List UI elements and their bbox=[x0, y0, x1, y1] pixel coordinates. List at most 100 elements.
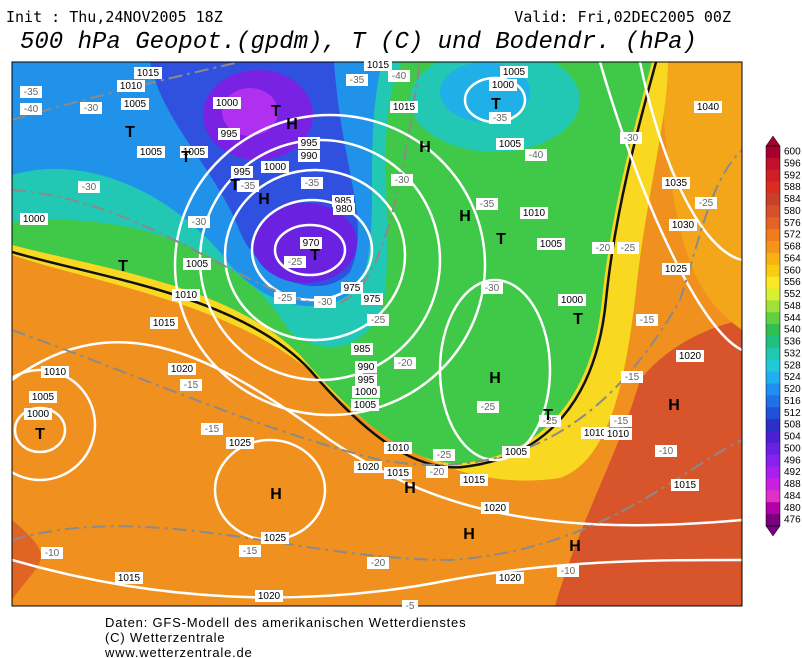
isobar-label: 985 bbox=[335, 196, 352, 207]
isobar bbox=[12, 341, 742, 527]
colorbar-label: 536 bbox=[784, 337, 801, 348]
temperature-label-box bbox=[388, 70, 410, 82]
isobar-label-box bbox=[662, 263, 690, 275]
isobar-label: 1010 bbox=[387, 443, 410, 454]
isobar-label: 1010 bbox=[584, 428, 607, 439]
isobar-label-box bbox=[352, 386, 380, 398]
isobar-label: 975 bbox=[344, 283, 361, 294]
footer-line: www.wetterzentrale.de bbox=[104, 645, 253, 658]
isobar-label-box bbox=[351, 399, 379, 411]
isobar-label-box bbox=[298, 150, 320, 162]
colorbar-cell bbox=[766, 217, 780, 230]
isobar-label-box bbox=[137, 146, 165, 158]
temperature-label: -35 bbox=[241, 181, 256, 192]
colorbar-cell bbox=[766, 241, 780, 254]
temperature-label: -20 bbox=[371, 558, 386, 569]
isobar-label-box bbox=[261, 532, 289, 544]
isobar-label-box bbox=[354, 461, 382, 473]
colorbar-cell bbox=[766, 383, 780, 396]
pressure-center: H bbox=[463, 526, 475, 543]
isobar-label-box bbox=[29, 391, 57, 403]
isobar-label: 985 bbox=[354, 344, 371, 355]
temperature-label-box bbox=[284, 256, 306, 268]
pressure-center: H bbox=[489, 370, 501, 387]
temperature-label: -25 bbox=[699, 198, 714, 209]
colorbar-cell bbox=[766, 324, 780, 337]
temperature-label: -15 bbox=[205, 424, 220, 435]
isobar-label-box bbox=[489, 79, 517, 91]
temperature-label: -10 bbox=[561, 566, 576, 577]
pressure-center: H bbox=[668, 397, 680, 414]
colorbar-cell bbox=[766, 347, 780, 361]
colorbar-label: 584 bbox=[784, 194, 801, 205]
isobar-label-box bbox=[662, 177, 690, 189]
isobar-label: 1005 bbox=[140, 147, 163, 158]
isobar-label: 1005 bbox=[540, 239, 563, 250]
isobar-label: 1040 bbox=[697, 102, 720, 113]
temperature-label-box bbox=[402, 600, 418, 612]
pressure-center: H bbox=[270, 486, 282, 503]
isobar-label-box bbox=[537, 238, 565, 250]
isobar-label-box bbox=[481, 502, 509, 514]
isobar-label: 1000 bbox=[561, 295, 584, 306]
isobar-label-box bbox=[300, 237, 322, 249]
colorbar-cell bbox=[766, 407, 780, 420]
colorbar-label: 568 bbox=[784, 242, 801, 253]
temperature-label: -30 bbox=[84, 103, 99, 114]
pressure-center: H bbox=[404, 480, 416, 497]
isobar-label-box bbox=[500, 66, 528, 78]
pressure-center: T bbox=[230, 177, 240, 194]
colorbar-label: 564 bbox=[784, 253, 801, 264]
isobar-label: 995 bbox=[358, 375, 375, 386]
temperature-label: -15 bbox=[184, 380, 199, 391]
colorbar-label: 580 bbox=[784, 206, 801, 217]
temperature-label: -20 bbox=[430, 467, 445, 478]
colorbar-cell bbox=[766, 490, 780, 503]
isobar-label-box bbox=[496, 138, 524, 150]
isobar-label-box bbox=[333, 203, 355, 215]
colorbar-label: 556 bbox=[784, 277, 801, 288]
colorbar-label: 488 bbox=[784, 479, 801, 490]
temperature-label-box bbox=[539, 415, 561, 427]
isobar-label: 995 bbox=[221, 129, 238, 140]
isobar-label-box bbox=[671, 479, 699, 491]
temperature-label-box bbox=[525, 149, 547, 161]
colorbar-label: 532 bbox=[784, 348, 801, 359]
temperature-label: -5 bbox=[406, 601, 415, 612]
colorbar-cell bbox=[766, 466, 780, 479]
pressure-center: T bbox=[491, 96, 501, 113]
colorbar-label: 504 bbox=[784, 432, 801, 443]
pressure-center: T bbox=[573, 311, 583, 328]
map-field bbox=[12, 62, 742, 606]
isobar-label-box bbox=[341, 282, 363, 294]
temperature-label: -15 bbox=[614, 416, 629, 427]
isobar-label-box bbox=[213, 97, 241, 109]
temperature-label: -25 bbox=[621, 243, 636, 254]
isobar-label-box bbox=[134, 67, 162, 79]
isobar-label-box bbox=[390, 101, 418, 113]
colorbar-cell bbox=[766, 181, 780, 194]
temperature-label: -30 bbox=[82, 182, 97, 193]
isobar-label-box bbox=[218, 128, 240, 140]
temperature-label: -15 bbox=[243, 546, 258, 557]
isobar-label: 1005 bbox=[505, 447, 528, 458]
isobar bbox=[273, 223, 347, 277]
temperature-label: -25 bbox=[278, 293, 293, 304]
isobar-label: 1015 bbox=[393, 102, 416, 113]
init-time: Init : Thu,24NOV2005 18Z bbox=[6, 8, 223, 26]
field-warm bbox=[12, 520, 41, 600]
isobar-label: 1030 bbox=[672, 220, 695, 231]
temperature-label-box bbox=[477, 401, 499, 413]
temperature-label-box bbox=[621, 371, 643, 383]
isobar-label-box bbox=[361, 293, 383, 305]
colorbar-label: 524 bbox=[784, 372, 801, 383]
isobar-label-box bbox=[180, 146, 208, 158]
pressure-center: T bbox=[543, 407, 553, 424]
colorbar-cell bbox=[766, 359, 780, 373]
isobar-label: 1020 bbox=[171, 364, 194, 375]
isobar-label: 1005 bbox=[354, 400, 377, 411]
pressure-center: T bbox=[35, 426, 45, 443]
isobar-label: 1005 bbox=[124, 99, 147, 110]
temperature-label: -25 bbox=[437, 450, 452, 461]
